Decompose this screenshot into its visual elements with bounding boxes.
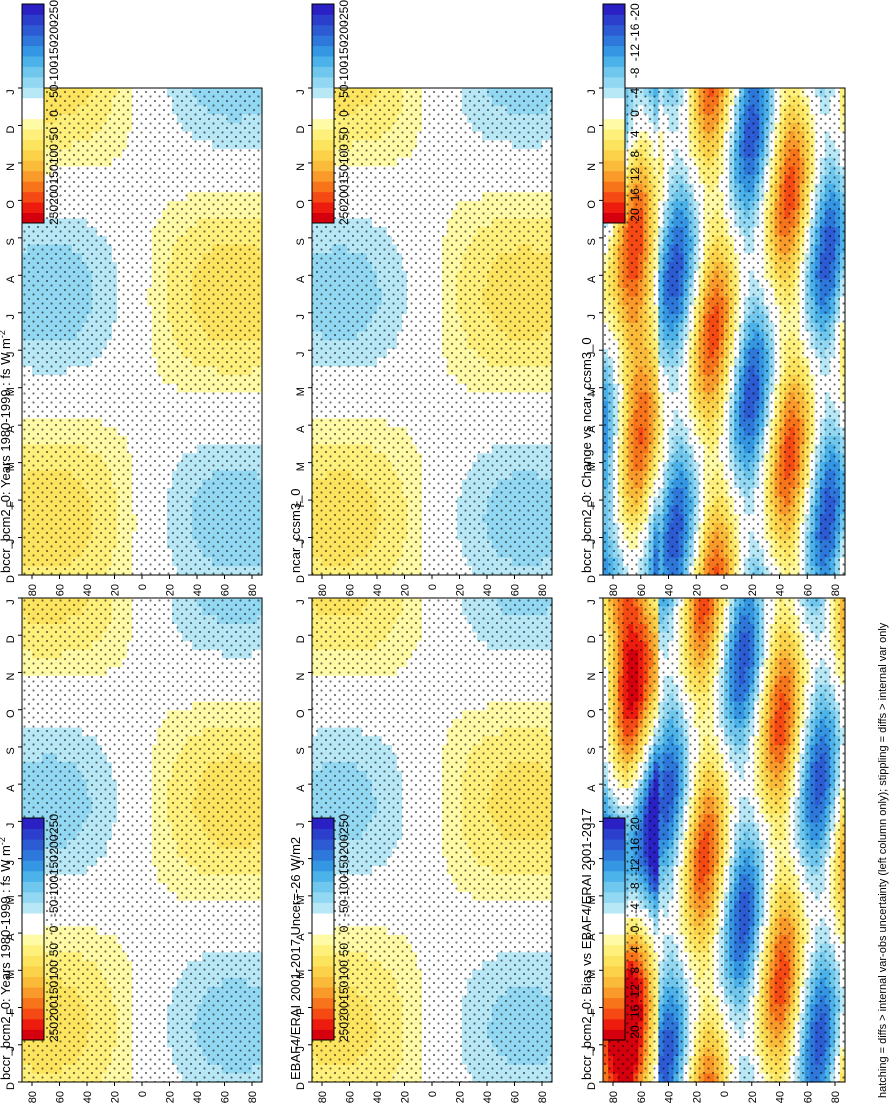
colorbar-label: -50	[47, 899, 61, 917]
lat-label: 80	[247, 1091, 259, 1103]
colorbar-swatch	[22, 944, 44, 956]
colorbar-swatch	[22, 881, 44, 893]
colorbar-swatch	[22, 1008, 44, 1020]
colorbar-swatch	[22, 860, 44, 872]
month-label: S	[5, 747, 17, 754]
month-label: J	[5, 599, 17, 605]
colorbar-swatch	[22, 976, 44, 988]
colorbar-swatch	[22, 902, 44, 914]
month-label: D	[5, 635, 17, 643]
month-label: A	[5, 784, 17, 792]
lat-label: 60	[55, 1091, 67, 1103]
colorbar-swatch	[22, 1018, 44, 1030]
colorbar-swatch	[22, 955, 44, 967]
month-label: O	[5, 709, 17, 718]
colorbar-label: 100	[47, 960, 61, 980]
colorbar-label: 200	[47, 1001, 61, 1021]
lat-label: 20	[110, 1091, 122, 1103]
colorbar-swatch	[22, 987, 44, 999]
colorbar-swatch	[22, 818, 44, 829]
colorbar-swatch	[22, 892, 44, 903]
colorbar-label: 0	[47, 925, 61, 932]
month-label: N	[5, 672, 17, 680]
colorbar-label: -250	[47, 814, 61, 838]
colorbar-swatch	[22, 966, 44, 977]
colorbar-swatch	[22, 839, 44, 851]
colorbar-swatch	[22, 828, 44, 840]
colorbar-swatch	[22, 913, 44, 925]
lat-label: 20	[165, 1091, 177, 1103]
lat-label: 60	[220, 1091, 232, 1103]
colorbar-label: 50	[47, 943, 61, 957]
month-label: J	[5, 823, 17, 829]
lat-label: 0	[137, 1091, 149, 1097]
colorbar-swatch	[22, 923, 44, 935]
colorbar-swatch	[22, 934, 44, 946]
title-superscript: -2	[0, 837, 7, 845]
colorbar-swatch	[22, 870, 44, 882]
colorbar-swatch	[22, 997, 44, 1009]
panel-title: bccr_bcm2_0: Years 1980-1999 : fs W m-2	[0, 837, 13, 1080]
lat-label: 80	[27, 1091, 39, 1103]
month-label: D	[5, 1082, 17, 1090]
colorbar-swatch	[22, 849, 44, 861]
colorbar-label: 150	[47, 980, 61, 1000]
colorbar-swatch	[22, 1029, 44, 1041]
colorbar-label: 250	[47, 1022, 61, 1042]
lat-label: 40	[192, 1091, 204, 1103]
lat-label: 40	[82, 1091, 94, 1103]
